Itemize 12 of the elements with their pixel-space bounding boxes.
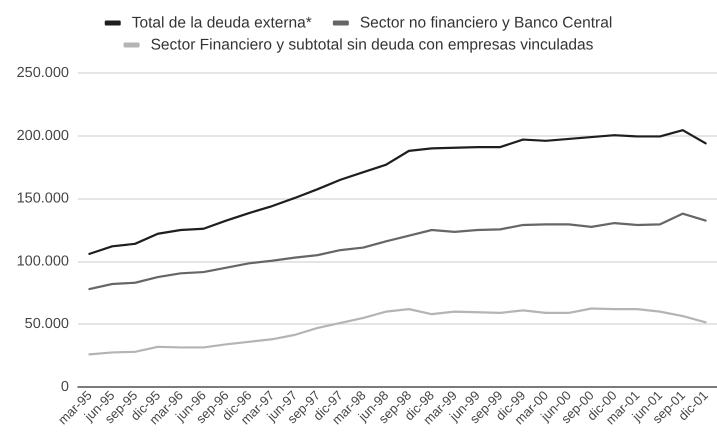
line-series [88, 129, 707, 255]
y-tick-label: 100.000 [16, 253, 69, 270]
y-tick-label: 150.000 [16, 190, 69, 207]
y-tick-label: 250.000 [16, 65, 69, 81]
legend-label: Sector no financiero y Banco Central [360, 14, 612, 32]
line-series [88, 212, 707, 290]
line-series [88, 307, 707, 356]
y-tick-label: 200.000 [16, 128, 69, 144]
legend-label: Total de la deuda externa* [132, 14, 312, 32]
y-tick-label: 50.000 [24, 316, 69, 332]
legend-label: Sector Financiero y subtotal sin deuda con empresas vinculadas [150, 36, 594, 54]
y-tick-label: 0 [60, 379, 69, 395]
